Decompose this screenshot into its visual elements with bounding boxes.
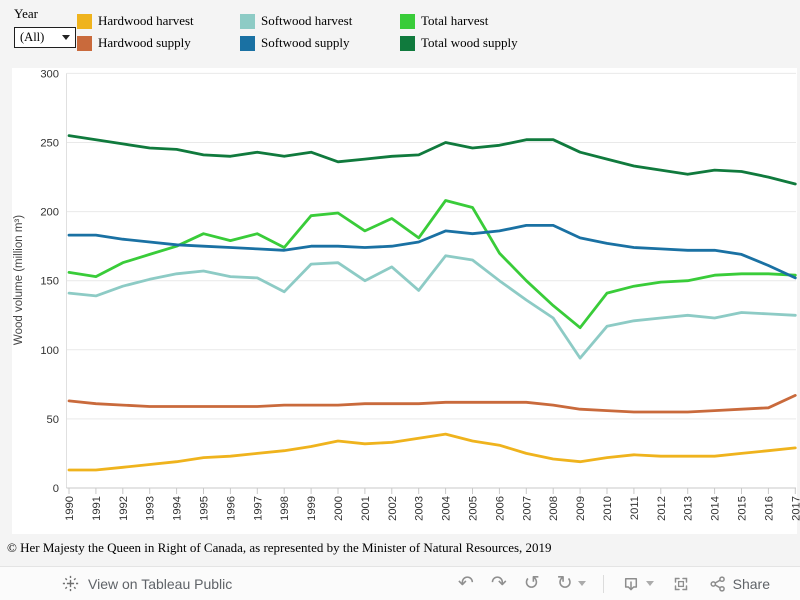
legend-item-label: Hardwood harvest	[98, 13, 194, 28]
redo-icon: ↷	[490, 572, 507, 594]
refresh-button[interactable]: ↻	[557, 574, 586, 593]
legend-item-label: Softwood harvest	[261, 13, 353, 28]
revert-icon: ↺	[523, 572, 540, 594]
year-filter-value: (All)	[20, 30, 45, 44]
series-line-softwood-supply[interactable]	[67, 223, 797, 280]
legend-item[interactable]: Total harvest	[400, 10, 620, 32]
legend-item[interactable]: Softwood supply	[240, 32, 400, 54]
toolbar-actions: ↶ ↷ ↺ ↻	[458, 574, 800, 594]
footer-copyright: © Her Majesty the Queen in Right of Cana…	[7, 540, 552, 555]
legend-swatch-icon	[77, 35, 92, 51]
toolbar: View on Tableau Public ↶ ↷ ↺ ↻	[0, 566, 800, 600]
fullscreen-button[interactable]	[671, 574, 691, 594]
year-filter-dropdown[interactable]: (All)	[14, 27, 76, 48]
toolbar-separator	[602, 574, 604, 593]
undo-icon: ↶	[457, 572, 474, 594]
legend-item-label: Softwood supply	[261, 35, 350, 50]
series-line-total-harvest[interactable]	[67, 199, 797, 330]
legend-item-label: Total wood supply	[421, 35, 518, 50]
legend-swatch-icon	[240, 13, 255, 29]
refresh-icon: ↻	[556, 572, 573, 594]
legend-item[interactable]: Softwood harvest	[240, 10, 400, 32]
view-on-tableau-label: View on Tableau Public	[88, 575, 233, 592]
download-icon	[624, 577, 637, 590]
filter-legend-bar: Year (All) Hardwood harvest Hardwood supp…	[0, 0, 800, 62]
revert-button[interactable]: ↺	[524, 574, 540, 593]
undo-button[interactable]: ↶	[458, 574, 474, 593]
legend-item[interactable]: Hardwood harvest	[77, 10, 240, 32]
series-line-total-wood-supply[interactable]	[67, 134, 797, 186]
legend: Hardwood harvest Hardwood supply Softwood …	[77, 10, 620, 54]
legend-item-label: Total harvest	[421, 13, 489, 28]
fullscreen-icon	[674, 577, 687, 590]
share-icon	[710, 575, 725, 592]
legend-item-label: Hardwood supply	[98, 35, 191, 50]
share-label: Share	[732, 575, 770, 592]
tableau-logo-icon	[62, 575, 79, 592]
series-line-softwood-harvest[interactable]	[67, 254, 797, 360]
download-button[interactable]	[621, 574, 654, 594]
legend-swatch-icon	[400, 13, 415, 29]
chart-panel	[12, 68, 797, 534]
refresh-caret-icon	[577, 581, 586, 586]
share-button[interactable]: Share	[708, 574, 770, 594]
dropdown-caret-icon	[62, 35, 70, 40]
legend-swatch-icon	[240, 35, 255, 51]
view-on-tableau-button[interactable]: View on Tableau Public	[62, 575, 232, 592]
legend-swatch-icon	[400, 35, 415, 51]
series-line-hardwood-supply[interactable]	[67, 393, 797, 414]
download-caret-icon	[645, 581, 654, 586]
legend-swatch-icon	[77, 13, 92, 29]
series-line-hardwood-harvest[interactable]	[67, 432, 797, 472]
legend-item[interactable]: Total wood supply	[400, 32, 620, 54]
redo-button[interactable]: ↷	[491, 574, 507, 593]
legend-item[interactable]: Hardwood supply	[77, 32, 240, 54]
year-filter-label: Year	[14, 6, 38, 21]
